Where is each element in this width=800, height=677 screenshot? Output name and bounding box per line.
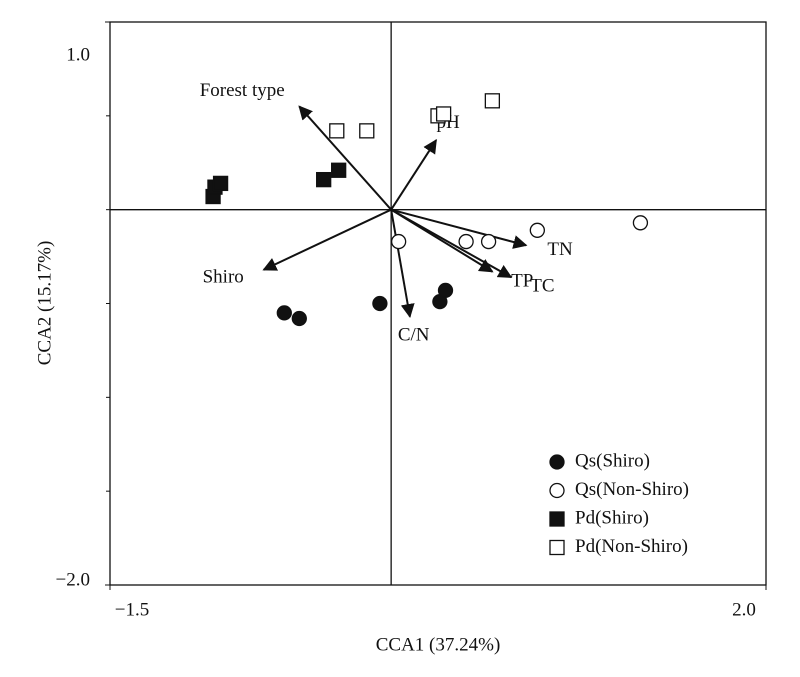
legend-label: Qs(Non-Shiro) (575, 479, 689, 500)
legend-label: Qs(Shiro) (575, 450, 650, 471)
y-axis-label: CCA2 (15.17%) (34, 241, 55, 366)
vector-label: TC (530, 275, 554, 296)
point (458, 233, 474, 250)
vector-arrow (390, 208, 494, 273)
x-tick-label: 2.0 (732, 599, 756, 620)
legend-marker (549, 454, 565, 470)
point (212, 175, 229, 192)
vector-label: Shiro (203, 267, 244, 288)
legend-marker (549, 482, 565, 499)
legend-label: Pd(Non-Shiro) (575, 536, 688, 557)
x-tick-label: −1.5 (115, 599, 149, 620)
point (484, 93, 501, 109)
vector-label: C/N (398, 325, 430, 346)
point (632, 215, 649, 231)
vector-arrow (390, 208, 528, 249)
point (435, 106, 452, 122)
vector-arrow (390, 139, 437, 211)
vector-label: TP (511, 270, 533, 291)
vector-label: Forest type (200, 80, 285, 101)
x-axis-label: CCA1 (37.24%) (376, 634, 501, 655)
point (390, 233, 407, 250)
point (372, 295, 388, 312)
vector-label: TN (547, 239, 573, 260)
point (291, 310, 307, 327)
y-tick-label: −2.0 (56, 569, 90, 590)
point (316, 171, 332, 188)
vector-arrow (390, 209, 415, 319)
point (276, 305, 292, 321)
point (329, 123, 345, 139)
legend-marker (549, 511, 565, 527)
point (359, 123, 375, 139)
legend-marker (549, 539, 565, 556)
point (480, 233, 497, 250)
point (331, 162, 347, 178)
y-tick-label: 1.0 (66, 44, 90, 65)
point (437, 282, 454, 299)
vector-arrow (262, 208, 392, 271)
point (529, 222, 545, 238)
vector-arrow (298, 105, 392, 211)
legend-label: Pd(Shiro) (575, 507, 649, 528)
